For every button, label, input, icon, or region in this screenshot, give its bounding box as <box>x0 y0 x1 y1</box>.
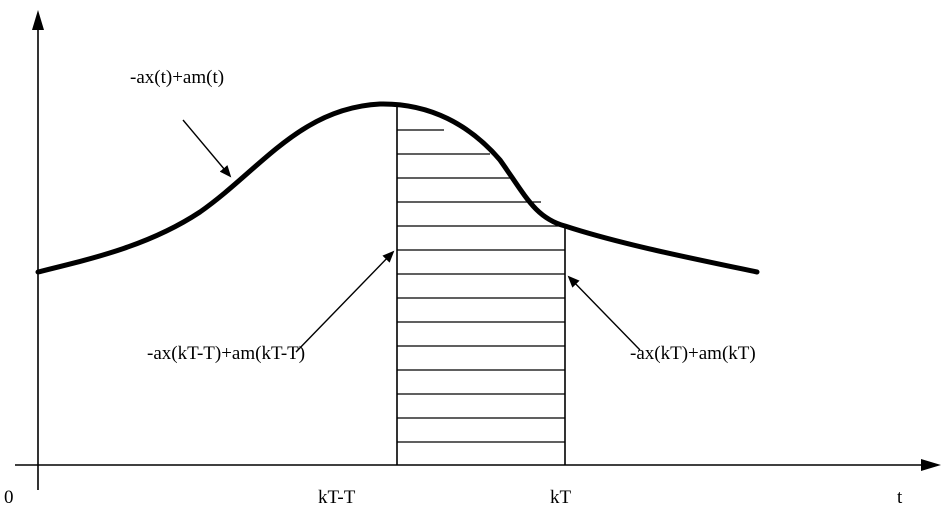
y-axis-arrowhead <box>32 10 44 30</box>
t-axis-label: t <box>897 487 903 508</box>
pointer-arrow-right-value <box>567 275 641 351</box>
t-axis-arrowhead <box>921 459 941 471</box>
curve-label: -ax(t)+am(t) <box>130 67 224 88</box>
origin-label: 0 <box>4 487 14 508</box>
pointer-arrow-left-value <box>295 250 395 353</box>
hatch-lines <box>397 129 565 443</box>
pointer-arrow-curve <box>182 119 232 178</box>
hatched-area <box>396 104 566 465</box>
right-value-label: -ax(kT)+am(kT) <box>630 343 756 364</box>
tick-label-kT-T: kT-T <box>318 487 356 508</box>
curve <box>35 101 760 275</box>
left-value-label: -ax(kT-T)+am(kT-T) <box>147 343 305 364</box>
tick-label-kT: kT <box>550 487 572 508</box>
